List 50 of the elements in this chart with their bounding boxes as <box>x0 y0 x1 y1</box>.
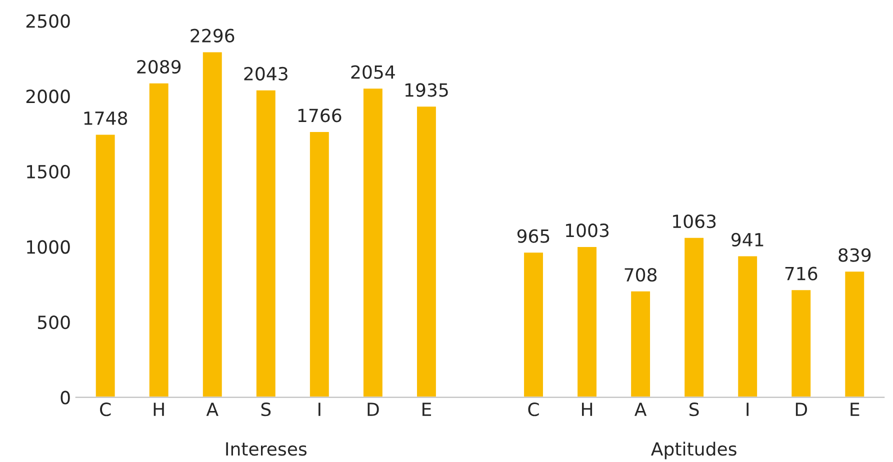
data-label: 839 <box>838 248 871 262</box>
data-label: 2043 <box>244 66 288 81</box>
bar <box>736 254 758 398</box>
y-tick-label: 2500 <box>26 14 70 28</box>
bar <box>362 87 384 398</box>
x-tick-label: H <box>582 402 592 416</box>
bar <box>255 88 277 398</box>
x-tick-label: D <box>368 402 379 416</box>
x-tick-label: S <box>690 402 699 416</box>
data-label: 1063 <box>673 214 716 228</box>
x-tick-label: H <box>154 402 164 416</box>
x-tick-label: D <box>796 402 807 416</box>
data-label: 1003 <box>566 224 609 238</box>
bar <box>522 251 544 398</box>
bar <box>683 236 705 398</box>
data-label: 2089 <box>137 60 181 74</box>
data-label: 941 <box>731 232 764 247</box>
bar <box>202 50 224 398</box>
x-tick-label: I <box>318 402 320 416</box>
data-label: 965 <box>517 229 550 243</box>
bar <box>576 246 598 398</box>
bar <box>148 82 170 398</box>
y-tick-label: 1500 <box>27 164 70 179</box>
data-label: 708 <box>624 268 657 282</box>
text: Aptitudes <box>651 442 736 460</box>
data-label: 1766 <box>298 108 342 122</box>
bar <box>630 290 652 398</box>
x-tick-label: A <box>206 402 218 416</box>
x-tick-label: E <box>850 402 860 416</box>
x-tick-label: S <box>261 402 271 416</box>
bar <box>94 133 116 398</box>
data-label: 1935 <box>405 83 448 97</box>
x-tick-label: A <box>634 402 647 416</box>
bar <box>790 288 812 398</box>
y-tick-label: 1000 <box>27 240 70 254</box>
bar <box>308 130 330 398</box>
data-label: 2296 <box>190 28 234 42</box>
y-tick-label: 0 <box>60 390 70 404</box>
x-tick-label: E <box>422 402 432 416</box>
text: Intereses <box>226 442 307 456</box>
x-tick-label: C <box>100 402 111 416</box>
bar <box>844 270 866 398</box>
bar <box>416 105 438 398</box>
x-tick-label: C <box>528 402 539 416</box>
data-label: 2054 <box>351 65 395 79</box>
data-label: 716 <box>785 266 818 280</box>
y-tick-label: 500 <box>38 315 70 330</box>
y-tick-label: 2000 <box>26 90 70 104</box>
data-label: 1748 <box>84 111 128 125</box>
x-tick-label: I <box>746 402 748 416</box>
